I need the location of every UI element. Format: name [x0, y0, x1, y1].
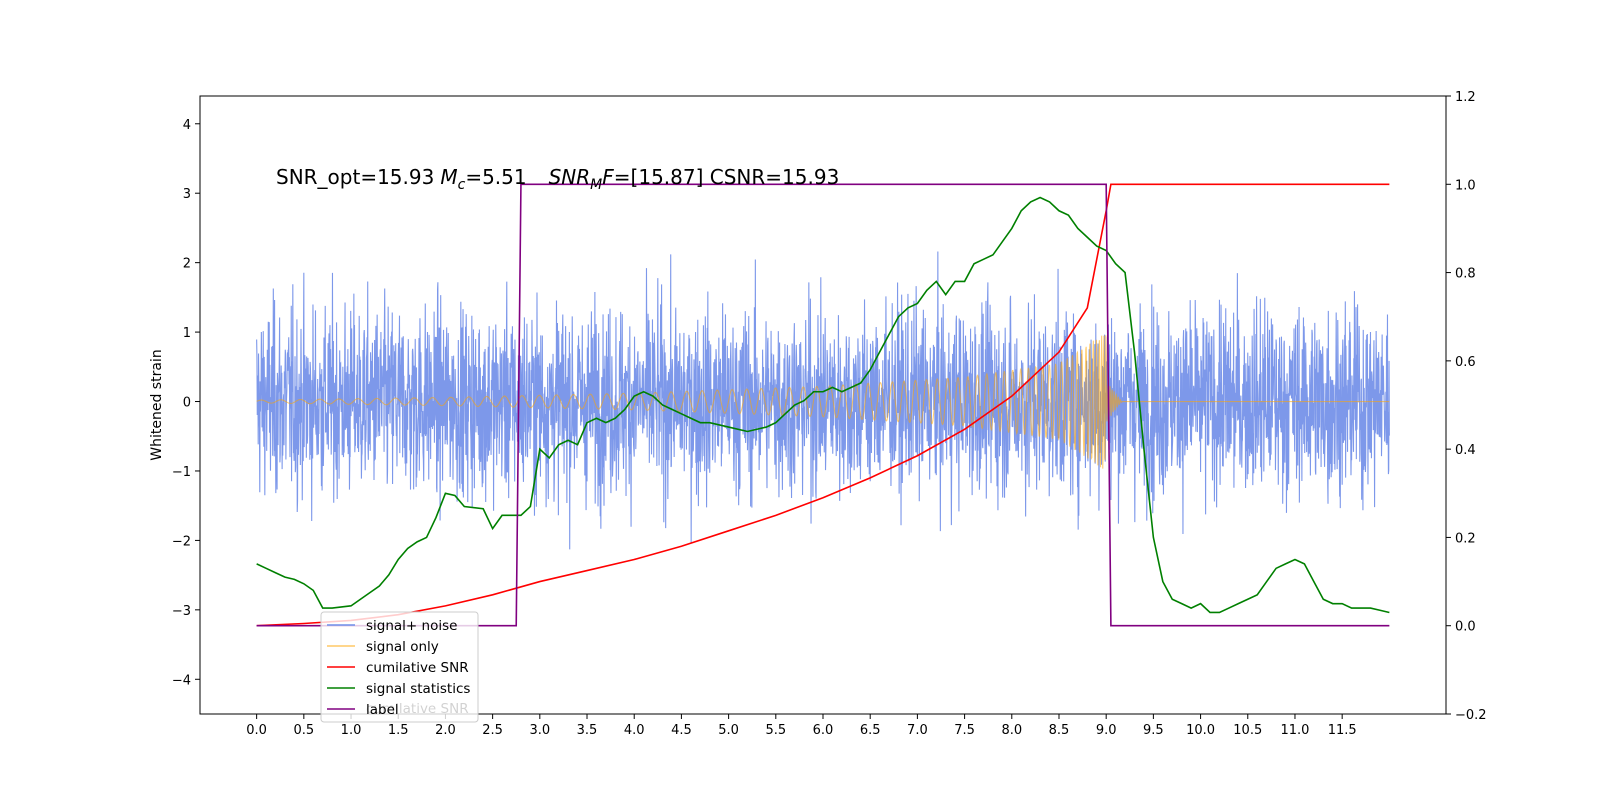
annotation-snr-mf-symbol: SNR [549, 165, 591, 189]
plot-series-layer [256, 183, 1390, 627]
x-tick-label: 1.0 [341, 723, 362, 738]
y-left-tick-label: 2 [183, 257, 191, 272]
x-tick-label: 10.0 [1186, 723, 1215, 738]
x-tick-label: 0.5 [293, 723, 314, 738]
y-left-tick-label: 3 [183, 187, 191, 202]
x-tick-label: 9.5 [1143, 723, 1164, 738]
y-right-tick-label: 0.0 [1455, 620, 1476, 635]
x-tick-label: 11.5 [1328, 723, 1357, 738]
annotation-snr-mf-sub: M [590, 177, 602, 193]
y-axis-right: 1.2 1.0 0.8 0.6 0.4 0.2 0.0 −0.2 [1446, 90, 1487, 723]
annotation-text: SNR_opt=15.93 Mc=5.51 SNRMF=[15.87] CSNR=1… [276, 165, 839, 193]
legend-label: label [366, 702, 399, 718]
x-tick-label: 7.5 [954, 723, 975, 738]
x-tick-label: 1.5 [388, 723, 409, 738]
x-tick-label: 6.0 [813, 723, 834, 738]
y-axis-left: 4 3 2 1 0 −1 −2 −3 −4 [172, 118, 200, 688]
annotation-snr-opt: SNR_opt=15.93 [276, 165, 434, 189]
x-axis: 0.0 0.5 1.0 1.5 2.0 2.5 3.0 3.5 4.0 4.5 5.0 5.5 6.0 6… [246, 714, 1357, 738]
x-tick-label: 5.0 [718, 723, 739, 738]
legend-label: signal only [366, 639, 439, 655]
y-right-tick-label: 1.2 [1455, 90, 1476, 105]
series-signal-plus-noise-line [256, 251, 1390, 550]
legend-label: signal statistics [366, 681, 470, 697]
y-right-tick-label: 1.0 [1455, 178, 1476, 193]
legend-box [320, 611, 479, 723]
x-tick-label: 6.5 [860, 723, 881, 738]
y-left-tick-label: −4 [172, 673, 191, 688]
x-tick-label: 5.5 [765, 723, 786, 738]
y-left-tick-label: 4 [183, 118, 191, 133]
y-right-tick-label: 0.6 [1455, 355, 1476, 370]
annotation-snr-mf-value: =[15.87] CSNR=15.93 [614, 165, 840, 189]
x-tick-label: 8.5 [1049, 723, 1070, 738]
x-tick-label: 3.5 [577, 723, 598, 738]
series-signal-statistics-line [256, 196, 1390, 614]
y-right-tick-label: 0.2 [1455, 531, 1476, 546]
annotation-snr-mf-f: F [602, 165, 614, 189]
x-tick-label: 4.5 [671, 723, 692, 738]
series-cumulative-snr-line [256, 183, 1390, 627]
y-right-tick-label: 0.4 [1455, 443, 1476, 458]
annotation-mc-symbol: M [440, 165, 457, 189]
x-tick-label: 9.0 [1096, 723, 1117, 738]
y-left-tick-label: −1 [172, 465, 191, 480]
x-tick-label: 2.0 [435, 723, 456, 738]
x-tick-label: 11.0 [1280, 723, 1309, 738]
x-tick-label: 4.0 [624, 723, 645, 738]
y-right-tick-label: 0.8 [1455, 267, 1476, 282]
x-tick-label: 2.5 [482, 723, 503, 738]
y-left-tick-label: −3 [172, 604, 191, 619]
y-right-tick-label: −0.2 [1455, 708, 1487, 723]
annotation-mc-value: =5.51 [465, 165, 526, 189]
y-left-tick-label: 0 [183, 396, 191, 411]
y-left-tick-label: 1 [183, 326, 191, 341]
x-tick-label: 3.0 [529, 723, 550, 738]
series-signal-only-line [256, 335, 1390, 469]
x-tick-label: 8.0 [1001, 723, 1022, 738]
x-tick-label: 10.5 [1233, 723, 1262, 738]
legend-label: cumilative SNR [366, 660, 469, 676]
y-left-tick-label: −2 [172, 534, 191, 549]
legend-items: signal+ noise signal only cumilative SNR si… [327, 618, 470, 718]
annotation-line: SNR_opt=15.93 Mc=5.51 SNRMF=[15.87] CSNR=1… [276, 165, 839, 193]
y-axis-left-label: Whitened strain [149, 349, 165, 460]
legend: signal+ noise signal only cumilative SNR si… [320, 611, 479, 723]
x-tick-label: 0.0 [246, 723, 267, 738]
legend-label: signal+ noise [366, 618, 457, 634]
legend-overlap-text: cumilative SNR [366, 701, 469, 717]
x-tick-label: 7.0 [907, 723, 928, 738]
annotation-mc-sub: c [458, 177, 466, 193]
